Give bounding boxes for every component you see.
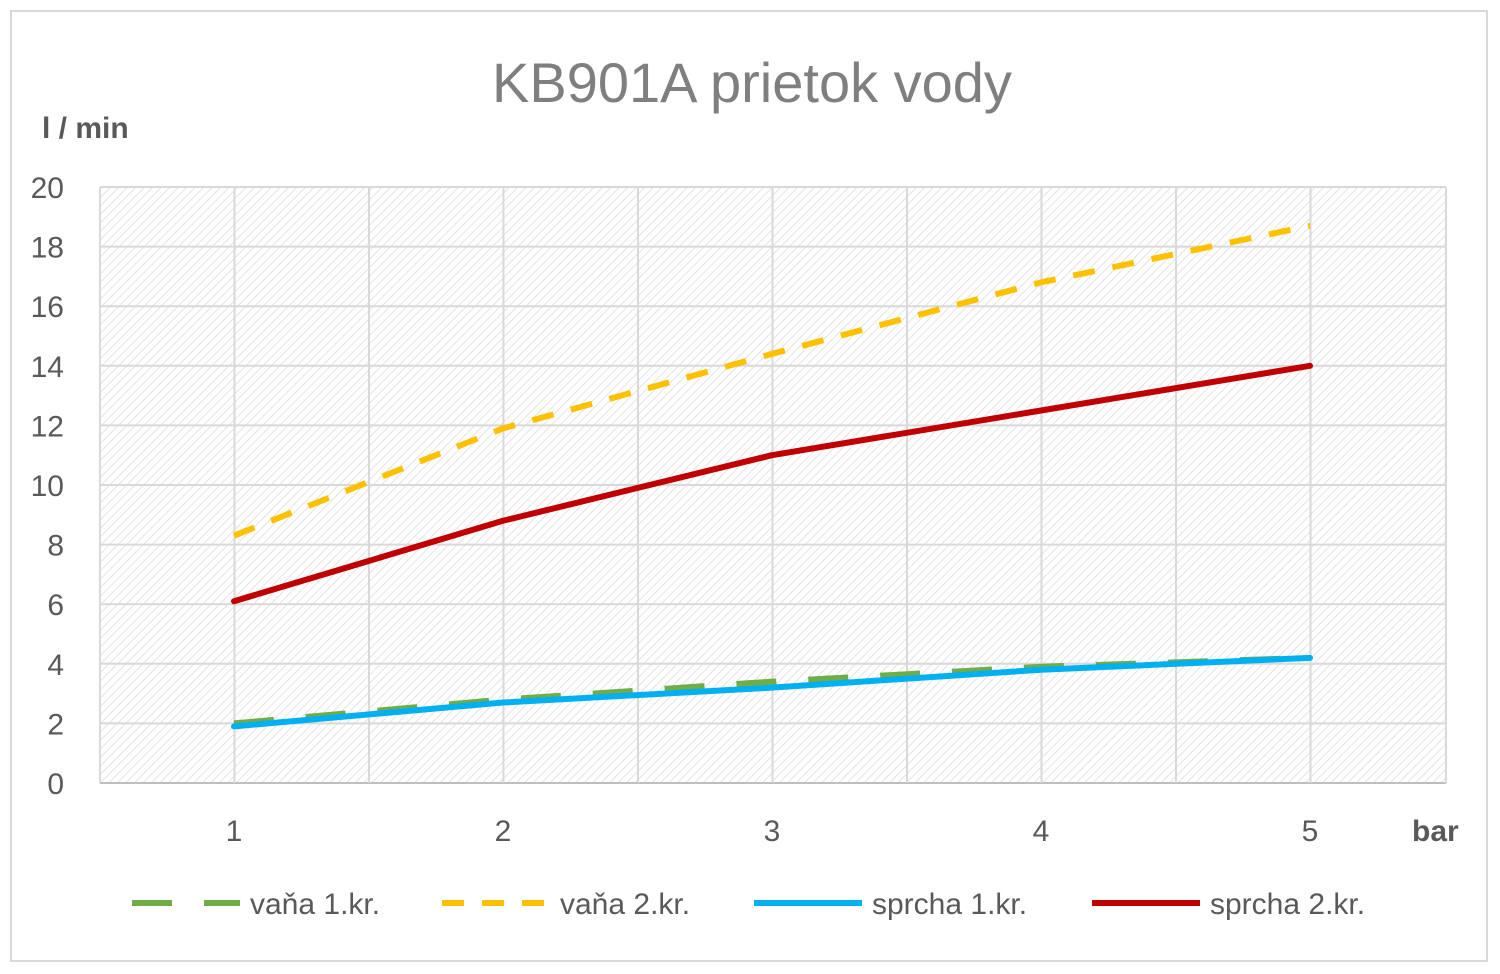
chart-title: KB901A prietok vody (492, 51, 1012, 114)
legend-label: vaňa 1.kr. (250, 888, 380, 921)
y-tick-label: 8 (47, 530, 64, 563)
x-tick-label: 5 (1302, 815, 1319, 848)
x-axis-label: bar (1412, 815, 1459, 848)
series-line (232, 222, 1311, 539)
x-tick-label: 3 (764, 815, 781, 848)
y-tick-label: 4 (47, 649, 64, 682)
y-tick-label: 10 (31, 470, 64, 503)
series-line (231, 654, 1313, 730)
legend-label: sprcha 1.kr. (872, 888, 1027, 921)
x-tick-label: 2 (495, 815, 512, 848)
x-tick-label: 4 (1033, 815, 1050, 848)
legend-item: vaňa 1.kr. (132, 888, 380, 921)
y-tick-label: 18 (31, 232, 64, 265)
legend-item: sprcha 1.kr. (754, 888, 1027, 921)
y-axis-label: l / min (42, 112, 129, 145)
y-tick-label: 0 (47, 768, 64, 801)
x-tick-labels: 1 2 3 4 5 (226, 815, 1319, 848)
legend-item: sprcha 2.kr. (1092, 888, 1365, 921)
y-tick-labels: 0 2 4 6 8 10 12 14 16 18 20 (31, 172, 64, 801)
series-lines (231, 222, 1313, 730)
legend-label: sprcha 2.kr. (1210, 888, 1365, 921)
y-tick-label: 14 (31, 351, 64, 384)
y-tick-label: 6 (47, 589, 64, 622)
legend: vaňa 1.kr. vaňa 2.kr. sprcha 1.kr. sprcha 2… (132, 888, 1365, 921)
x-tick-label: 1 (226, 815, 243, 848)
y-tick-label: 12 (31, 410, 64, 443)
legend-label: vaňa 2.kr. (560, 888, 690, 921)
y-tick-label: 20 (31, 172, 64, 205)
legend-item: vaňa 2.kr. (442, 888, 690, 921)
y-tick-label: 2 (47, 708, 64, 741)
y-tick-label: 16 (31, 291, 64, 324)
series-line (231, 362, 1313, 605)
